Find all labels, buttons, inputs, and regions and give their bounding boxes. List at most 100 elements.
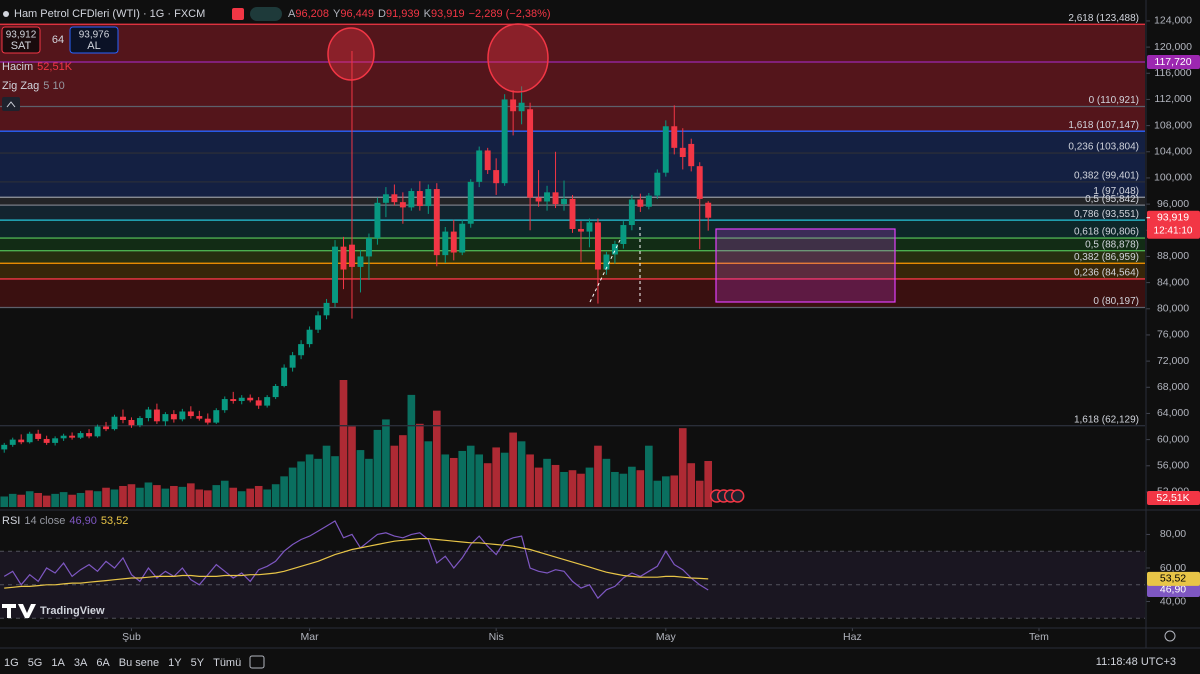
y-tick-label: 68,000 [1157, 381, 1189, 393]
candle-body [179, 411, 186, 420]
volume-bar [645, 445, 653, 507]
volume-bar [322, 445, 331, 507]
candle-body [586, 222, 593, 232]
range-button[interactable]: Tümü [213, 657, 241, 669]
volume-bar [636, 470, 645, 507]
y-tick-label: 124,000 [1154, 15, 1192, 27]
volume-bar [475, 454, 484, 507]
volume-bar [136, 487, 144, 507]
y-tick-label: 84,000 [1157, 276, 1189, 288]
volume-bar [619, 473, 628, 507]
settings-icon[interactable] [1164, 630, 1176, 642]
alert-icon[interactable] [232, 8, 244, 20]
volume-bar [670, 475, 679, 507]
collapse-icon [6, 101, 16, 108]
x-tick-label: May [656, 631, 677, 643]
volume-bar [517, 441, 526, 507]
fib-label: 1 (97,048) [1093, 186, 1139, 197]
range-button[interactable]: 1A [51, 657, 65, 669]
candle-body [136, 418, 143, 426]
candle-body [408, 191, 415, 208]
candle-body [374, 202, 381, 239]
annotation-ellipse [487, 23, 549, 93]
y-tick-label: 116,000 [1154, 67, 1191, 79]
candle-body [416, 191, 423, 207]
volume-bar [51, 493, 59, 507]
volume-bar [220, 480, 229, 507]
candle-body [204, 418, 211, 423]
volume-bar [0, 496, 9, 507]
fib-label: 0,5 (88,878) [1085, 239, 1139, 250]
rsi-value-box [1147, 582, 1200, 597]
candle-body [238, 397, 245, 402]
candle-body [535, 197, 542, 202]
volume-bar [203, 490, 212, 507]
volume-bar [704, 461, 713, 507]
volume-bar [577, 473, 585, 507]
volume-bar [602, 458, 611, 507]
volume-bar [500, 452, 509, 507]
y-tick-label: 60,000 [1157, 433, 1189, 445]
buy-button[interactable] [69, 26, 119, 54]
range-button[interactable]: 1Y [168, 657, 182, 669]
volume-bar [432, 410, 441, 507]
fib-band [0, 278, 1145, 308]
x-tick-label: Nis [489, 631, 504, 643]
fib-label: 0,236 (103,804) [1068, 142, 1139, 153]
candle-body [696, 166, 703, 199]
toolbar: 1G 5G 1A 3A 6A Bu sene 1Y 5Y Tümü [4, 657, 241, 669]
y-tick-label: 112,000 [1154, 93, 1191, 105]
rsi-ma-value: 53,52 [101, 515, 129, 527]
candle-body [611, 244, 618, 255]
event-icon[interactable] [730, 489, 745, 503]
volume-bar [509, 432, 517, 507]
volume-bar [568, 470, 577, 507]
collapse-button[interactable] [2, 97, 20, 111]
fib-label: 0,236 (84,564) [1074, 268, 1139, 279]
volume-value: 52,51K [37, 61, 73, 73]
volume-bar [687, 463, 696, 507]
candle-body [365, 238, 372, 257]
candle-body [18, 439, 25, 443]
annotation-rectangle [715, 228, 896, 303]
candle-body [103, 426, 109, 430]
zigzag-name: Zig Zag [2, 80, 39, 92]
volume-bar [348, 426, 356, 507]
rsi-name: RSI [2, 515, 20, 527]
volume-bar [110, 489, 119, 507]
candle-body [671, 126, 678, 148]
volume-bar [119, 485, 127, 507]
candle-body [510, 99, 517, 112]
candle-body [594, 222, 601, 270]
volume-bar [560, 471, 568, 507]
y-tick-label: 120,000 [1154, 41, 1192, 53]
candle-body [382, 194, 389, 203]
sell-button[interactable] [1, 26, 41, 54]
volume-bar [102, 487, 110, 507]
range-button[interactable]: 5G [28, 657, 43, 669]
volume-bar [212, 485, 221, 507]
rsi-line [4, 538, 709, 589]
candle-body [705, 202, 712, 218]
range-button[interactable]: 6A [96, 657, 110, 669]
range-button[interactable]: 5Y [191, 657, 205, 669]
volume-bar [458, 450, 467, 507]
fib-band [0, 263, 1145, 279]
range-button[interactable]: 3A [74, 657, 88, 669]
x-tick-label: Tem [1029, 631, 1049, 643]
candle-body [196, 416, 203, 419]
date-range-icon[interactable] [249, 655, 265, 669]
labels: 2,618 (123,488) 0 (110,921) 1,618 (107,147… [122, 13, 1200, 643]
range-button[interactable]: Bu sene [119, 657, 159, 669]
candle-body [662, 126, 669, 173]
candle-body [60, 435, 67, 439]
range-button[interactable]: 1G [4, 657, 19, 669]
volume-bar [661, 476, 670, 507]
volume-bar [483, 463, 492, 507]
candle-body [442, 231, 449, 256]
rsi-legend: RSI 14 close 46,90 53,52 [2, 515, 128, 527]
zigzag-params: 5 10 [43, 80, 64, 92]
volume-bar [297, 461, 305, 507]
volume-bar [161, 488, 170, 507]
